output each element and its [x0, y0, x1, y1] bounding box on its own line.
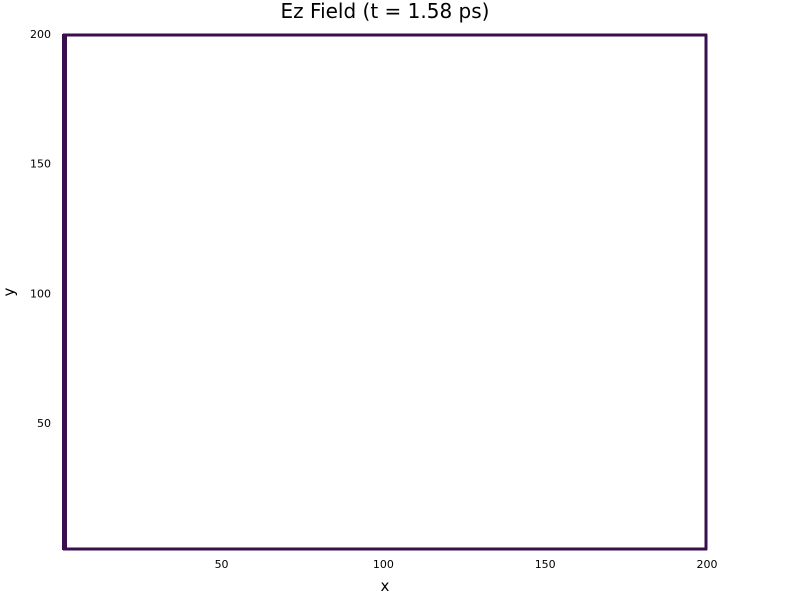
x-axis-ticks: 50 100 150 200	[215, 558, 718, 571]
x-tick-label: 50	[215, 558, 229, 571]
y-tick-label: 200	[30, 28, 51, 41]
y-axis-label: y	[0, 287, 18, 296]
plot-frame	[62, 33, 708, 551]
x-tick-label: 200	[697, 558, 718, 571]
x-tick-label: 150	[535, 558, 556, 571]
y-tick-label: 50	[37, 417, 51, 430]
x-axis-label: x	[381, 577, 390, 595]
x-tick-label: 100	[373, 558, 394, 571]
heatmap-field	[63, 34, 707, 550]
y-axis-ticks: 50 100 150 200	[30, 28, 51, 430]
chart-title: Ez Field (t = 1.58 ps)	[281, 0, 490, 23]
y-tick-label: 150	[30, 158, 51, 171]
y-tick-label: 100	[30, 287, 51, 300]
